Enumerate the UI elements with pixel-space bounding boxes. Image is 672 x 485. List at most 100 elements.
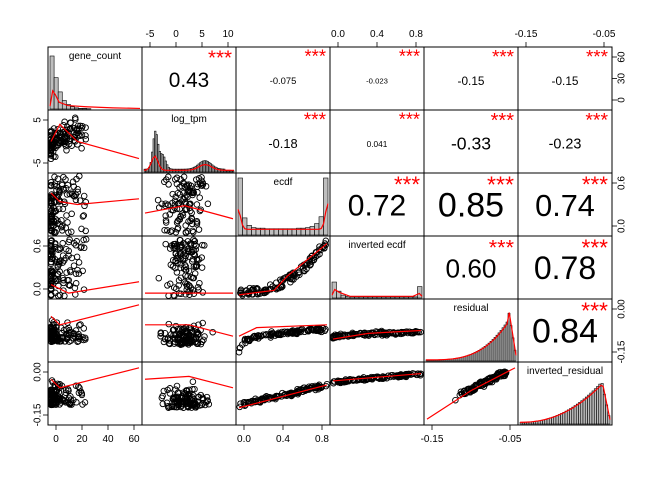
correlation-value: -0.15 (552, 74, 579, 88)
histogram-bar (567, 410, 569, 424)
correlation-value: -0.023 (366, 77, 388, 86)
axis-tick-label: 0.0 (237, 434, 251, 445)
scatter-panel-5-0 (48, 368, 139, 408)
scatter-panel-5-1 (145, 376, 233, 410)
variable-label: inverted_residual (527, 366, 603, 377)
fit-line (51, 305, 139, 325)
axis-tick-label: 0.6 (617, 176, 628, 190)
axis-tick-label: 0.00 (617, 299, 628, 319)
histogram-5 (520, 383, 610, 424)
significance-stars: *** (581, 298, 608, 324)
scatter-point (166, 321, 172, 327)
significance-stars: *** (487, 172, 514, 198)
histogram-bar (583, 399, 585, 424)
scatter-point (64, 213, 70, 219)
histogram-bar (552, 417, 554, 424)
histogram-bar (79, 108, 83, 109)
axis-tick-label: 5 (199, 29, 205, 40)
axis-tick-label: 0.8 (409, 29, 423, 40)
significance-stars: *** (399, 46, 420, 66)
scatter-panel-4-3 (330, 328, 423, 341)
histogram-bar (561, 413, 563, 424)
axis-tick-label: 20 (76, 434, 88, 445)
axis-tick-label: -0.05 (499, 434, 522, 445)
scatter-point (83, 133, 89, 139)
scatter-point (81, 193, 87, 199)
scatter-panel-5-3 (331, 371, 424, 386)
scatter-point (81, 326, 87, 332)
histogram-bar (341, 295, 346, 298)
scatter-point (74, 254, 80, 260)
histogram-bar (355, 297, 360, 298)
axis-tick-label: -5 (33, 158, 44, 167)
scatter-point (200, 290, 206, 296)
axis-tick-label: 0 (53, 434, 59, 445)
scatter-point (68, 394, 74, 400)
axis-tick-label: 0.0 (617, 219, 628, 233)
axis-tick-label: 0 (173, 29, 179, 40)
histogram-bar (83, 108, 87, 109)
correlation-value: -0.23 (549, 136, 582, 152)
significance-stars: *** (492, 47, 515, 68)
fit-line (145, 376, 233, 387)
scatter-point (60, 206, 66, 212)
scatter-point (190, 379, 196, 385)
histogram-bar (554, 416, 556, 424)
scatter-point (194, 202, 200, 208)
histogram-bar (558, 414, 560, 424)
histogram-0 (50, 56, 140, 109)
correlation-value: -0.33 (451, 133, 491, 153)
scatter-point (65, 220, 71, 226)
axis-tick-label: -0.15 (421, 434, 444, 445)
histogram-4 (426, 313, 516, 361)
histogram-bar (590, 393, 592, 424)
histogram-bar (572, 407, 574, 424)
scatter-point (80, 268, 86, 274)
histogram-bar (70, 107, 74, 109)
histogram-bar (409, 297, 414, 298)
histogram-bar (570, 409, 572, 424)
scatter-point (60, 241, 66, 247)
scatter-panel-4-2 (236, 325, 328, 355)
histogram-bar (310, 226, 315, 235)
scatter-panel-2-1 (145, 174, 233, 236)
significance-stars: *** (585, 109, 608, 131)
scatter-panel-4-1 (145, 320, 233, 347)
labels-layer: 0.43***-0.075***-0.023***-0.15***-0.15**… (69, 46, 609, 377)
scatter-point (174, 383, 180, 389)
histogram-bar (391, 297, 396, 298)
scatter-point (159, 395, 165, 401)
histogram-bar (404, 297, 409, 298)
histogram-bar (238, 178, 243, 235)
scatter-panel-5-2 (237, 381, 330, 409)
variable-label: residual (453, 303, 488, 314)
histogram-bar (574, 406, 576, 424)
scatter-point (201, 337, 207, 343)
histogram-1 (144, 131, 234, 172)
axis-tick-label: 0.00 (33, 362, 44, 382)
fit-line (239, 385, 327, 408)
histogram-bar (400, 297, 405, 298)
histogram-bar (233, 171, 235, 172)
scatter-point (69, 211, 75, 217)
density-curve (332, 289, 422, 296)
axis-tick-label: 40 (102, 434, 114, 445)
scatter-point (156, 275, 162, 281)
axis-tick-label: -0.15 (33, 403, 44, 426)
significance-stars: *** (491, 110, 515, 132)
histogram-bar (350, 297, 355, 298)
histogram-bar (247, 225, 252, 235)
axis-tick-label: -5 (146, 29, 155, 40)
histogram-bar (565, 411, 567, 424)
scatter-point (197, 195, 203, 201)
correlation-value: -0.18 (268, 136, 297, 151)
axis-tick-label: 60 (617, 51, 628, 63)
scatter-panel-3-2 (238, 238, 329, 298)
histogram-bar (594, 389, 596, 424)
histogram-bar (382, 297, 387, 298)
axis-tick-label: 0.4 (370, 29, 384, 40)
significance-stars: *** (582, 234, 609, 260)
correlation-value: -0.075 (270, 75, 297, 86)
histogram-bar (556, 415, 558, 424)
